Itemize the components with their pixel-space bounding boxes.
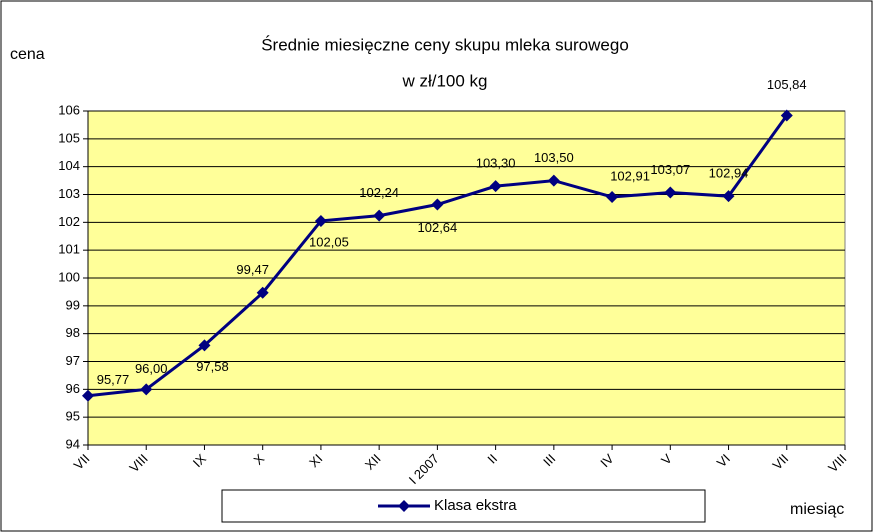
data-label: 95,77 xyxy=(97,372,130,387)
data-label: 102,94 xyxy=(709,166,749,181)
marker xyxy=(547,174,560,187)
marker xyxy=(780,109,793,122)
marker xyxy=(722,190,735,203)
y-tick-label: 104 xyxy=(58,158,80,173)
data-label: 96,00 xyxy=(135,361,168,376)
data-label: 102,05 xyxy=(309,234,349,249)
marker xyxy=(606,191,619,204)
marker xyxy=(489,180,502,193)
y-tick-label: 100 xyxy=(58,269,80,284)
y-tick-label: 98 xyxy=(66,325,80,340)
y-tick-label: 99 xyxy=(66,297,80,312)
data-label: 103,07 xyxy=(650,162,690,177)
y-tick-label: 94 xyxy=(66,436,80,451)
y-tick-label: 106 xyxy=(58,102,80,117)
y-tick-label: 97 xyxy=(66,353,80,368)
marker xyxy=(664,186,677,199)
marker xyxy=(198,339,211,352)
y-tick-label: 105 xyxy=(58,130,80,145)
legend-marker xyxy=(398,500,410,512)
data-label: 102,91 xyxy=(610,168,650,183)
marker xyxy=(431,198,444,211)
x-axis-title: miesiąc xyxy=(790,501,844,518)
chart-subtitle: w zł/100 kg xyxy=(401,71,487,90)
data-label: 103,30 xyxy=(476,156,516,171)
data-label: 103,50 xyxy=(534,150,574,165)
legend-box xyxy=(221,489,706,523)
marker xyxy=(82,389,94,402)
legend-label: Klasa ekstra xyxy=(434,497,517,514)
data-label: 99,47 xyxy=(236,262,269,277)
y-tick-label: 101 xyxy=(58,242,80,257)
data-label: 102,24 xyxy=(359,185,399,200)
data-label: 97,58 xyxy=(196,359,229,374)
data-label: 105,84 xyxy=(767,77,807,92)
y-tick-label: 95 xyxy=(66,409,80,424)
marker xyxy=(256,286,269,299)
y-axis-title: cena xyxy=(10,46,45,63)
marker xyxy=(314,214,327,227)
marker xyxy=(373,209,386,222)
y-tick-label: 96 xyxy=(66,381,80,396)
y-tick-label: 103 xyxy=(58,186,80,201)
y-tick-label: 102 xyxy=(58,214,80,229)
data-label: 102,64 xyxy=(418,220,458,235)
chart-title: Średnie miesięczne ceny skupu mleka suro… xyxy=(261,35,629,54)
marker xyxy=(140,383,153,396)
